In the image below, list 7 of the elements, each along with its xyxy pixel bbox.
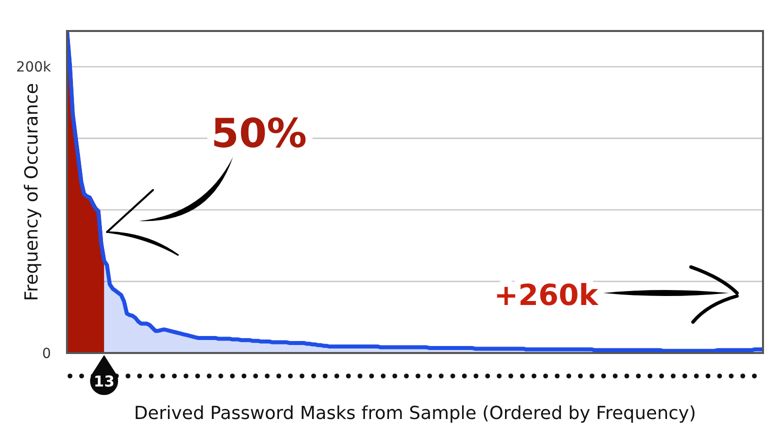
y-tick-label: 0 xyxy=(42,346,51,362)
annotation: +260k xyxy=(494,278,599,312)
x-tick-label: 13 xyxy=(94,372,115,390)
x-axis-title: Derived Password Masks from Sample (Ordered by Frequency) xyxy=(134,403,696,424)
y-tick-label: 200k xyxy=(16,60,52,76)
annotation: 50% xyxy=(211,111,307,157)
y-axis-title: Frequency of Occurance xyxy=(21,83,42,301)
